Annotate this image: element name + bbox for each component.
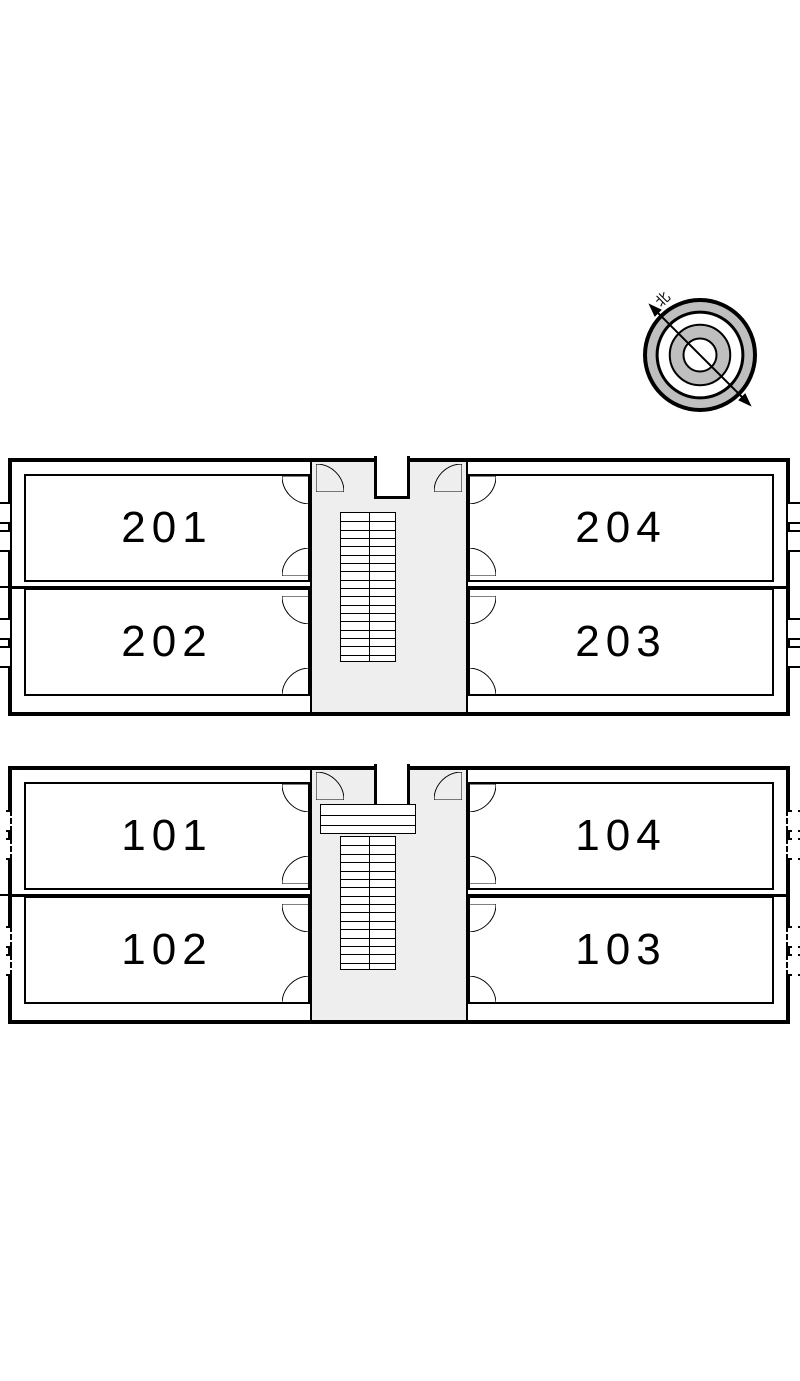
door-swing bbox=[434, 464, 462, 492]
room-203: 203 bbox=[468, 588, 774, 696]
wall-extension-tick bbox=[772, 586, 786, 588]
door-swing bbox=[282, 904, 310, 932]
room-label: 202 bbox=[121, 617, 212, 667]
door-swing bbox=[468, 904, 496, 932]
corridor-wall-left bbox=[310, 462, 312, 712]
door-swing bbox=[468, 976, 496, 1004]
window-marker bbox=[0, 838, 12, 860]
window-marker bbox=[0, 954, 12, 976]
floor-2: 201 202 204 203 bbox=[0, 458, 800, 724]
door-swing bbox=[282, 548, 310, 576]
window-marker bbox=[0, 926, 12, 948]
window-marker bbox=[786, 646, 800, 668]
room-204: 204 bbox=[468, 474, 774, 582]
room-label: 204 bbox=[575, 503, 666, 553]
window-marker bbox=[0, 646, 12, 668]
door-swing bbox=[434, 772, 462, 800]
door-swing bbox=[468, 548, 496, 576]
floor-1: 101 102 104 103 bbox=[0, 766, 800, 1032]
stair-landing bbox=[320, 804, 416, 834]
window-marker bbox=[786, 838, 800, 860]
window-marker bbox=[786, 810, 800, 832]
window-marker bbox=[786, 618, 800, 640]
door-swing bbox=[282, 856, 310, 884]
room-label: 104 bbox=[575, 811, 666, 861]
room-103: 103 bbox=[468, 896, 774, 1004]
window-marker bbox=[0, 530, 12, 552]
door-swing bbox=[468, 784, 496, 812]
door-swing bbox=[468, 668, 496, 696]
door-swing bbox=[282, 668, 310, 696]
room-label: 201 bbox=[121, 503, 212, 553]
door-swing bbox=[316, 464, 344, 492]
wall-extension-tick bbox=[0, 894, 14, 896]
window-marker bbox=[786, 502, 800, 524]
window-marker bbox=[786, 926, 800, 948]
door-swing bbox=[282, 784, 310, 812]
window-marker bbox=[0, 618, 12, 640]
room-label: 203 bbox=[575, 617, 666, 667]
room-202: 202 bbox=[24, 588, 310, 696]
window-marker bbox=[0, 810, 12, 832]
room-102: 102 bbox=[24, 896, 310, 1004]
room-label: 103 bbox=[575, 925, 666, 975]
corridor-wall-left bbox=[310, 770, 312, 1020]
room-label: 102 bbox=[121, 925, 212, 975]
wall-extension-tick bbox=[0, 586, 14, 588]
window-marker bbox=[786, 530, 800, 552]
staircase bbox=[340, 512, 396, 662]
staircase bbox=[340, 836, 396, 970]
compass-rose: 北 bbox=[625, 280, 775, 430]
wall-extension-tick bbox=[772, 894, 786, 896]
room-201: 201 bbox=[24, 474, 310, 582]
room-101: 101 bbox=[24, 782, 310, 890]
door-swing bbox=[282, 596, 310, 624]
corridor-notch bbox=[374, 764, 410, 807]
svg-text:北: 北 bbox=[652, 289, 673, 310]
door-swing bbox=[282, 976, 310, 1004]
floorplan-canvas: 北 201 202 204 203 101 102 104 103 bbox=[0, 0, 800, 1381]
room-104: 104 bbox=[468, 782, 774, 890]
window-marker bbox=[786, 954, 800, 976]
door-swing bbox=[282, 476, 310, 504]
door-swing bbox=[468, 476, 496, 504]
door-swing bbox=[316, 772, 344, 800]
window-marker bbox=[0, 502, 12, 524]
room-label: 101 bbox=[121, 811, 212, 861]
corridor-notch bbox=[374, 456, 410, 499]
door-swing bbox=[468, 596, 496, 624]
door-swing bbox=[468, 856, 496, 884]
